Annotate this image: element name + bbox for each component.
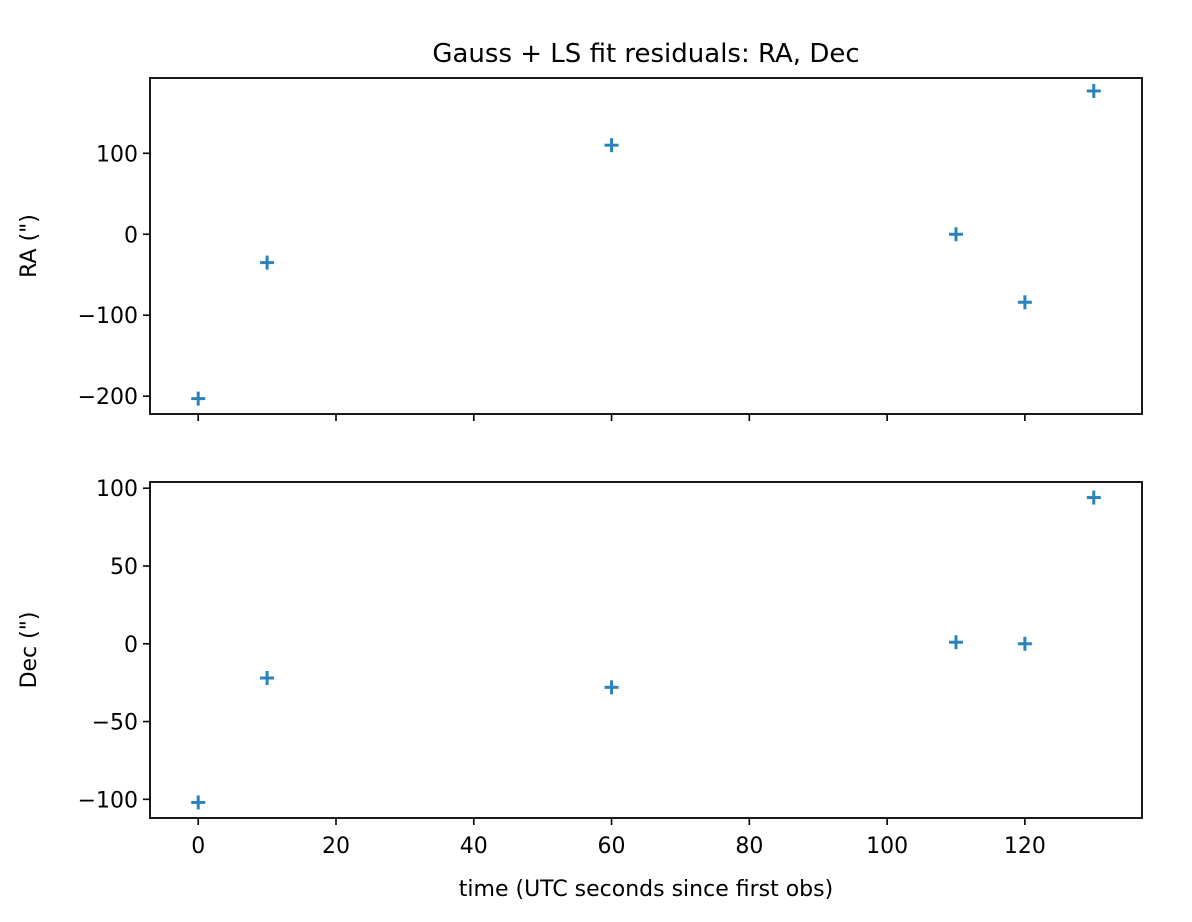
chart-title: Gauss + LS fit residuals: RA, Dec — [432, 39, 859, 69]
dec-data-point — [949, 635, 963, 650]
x-tick-label: 120 — [1004, 834, 1046, 859]
dec-data-point — [1017, 636, 1032, 651]
ra-y-tick-label: −200 — [78, 385, 138, 410]
ra-y-tick-label: −100 — [78, 304, 138, 329]
ra-y-tick-label: 0 — [124, 223, 138, 248]
x-tick-label: 100 — [866, 834, 908, 859]
dec-y-tick-label: 50 — [110, 555, 138, 580]
x-tick-label: 20 — [322, 834, 350, 859]
x-tick-label: 60 — [598, 834, 626, 859]
x-tick-label: 80 — [735, 834, 763, 859]
dec-y-tick-label: −100 — [78, 788, 138, 813]
dec-plot-frame — [149, 481, 1143, 819]
ra-data-point — [260, 255, 275, 270]
ra-y-tick-label: 100 — [96, 142, 138, 167]
dec-axis-label: Dec (") — [17, 612, 42, 689]
ra-data-point — [949, 227, 963, 242]
dec-y-tick-label: 0 — [124, 633, 138, 658]
ra-axis-label: RA (") — [17, 214, 42, 278]
dec-data-point — [604, 680, 619, 695]
ra-data-point — [604, 138, 619, 153]
x-tick-label: 40 — [460, 834, 488, 859]
ra-plot-frame — [149, 77, 1143, 415]
dec-data-point — [191, 795, 206, 810]
ra-panel: RA (") 100 0 −100 −200 — [17, 77, 1143, 421]
x-tick-label: 0 — [191, 834, 205, 859]
dec-y-tick-label: 100 — [96, 477, 138, 502]
x-axis-label: time (UTC seconds since first obs) — [459, 877, 833, 902]
dec-data-point — [1086, 490, 1101, 505]
dec-y-tick-label: −50 — [92, 711, 138, 736]
ra-data-point — [191, 391, 206, 406]
dec-panel: Dec (") 100 50 0 −50 −100 0 20 40 60 80 100 120 — [17, 477, 1143, 859]
dec-data-point — [260, 671, 275, 685]
ra-data-point — [1086, 83, 1101, 98]
ra-data-point — [1017, 295, 1032, 310]
